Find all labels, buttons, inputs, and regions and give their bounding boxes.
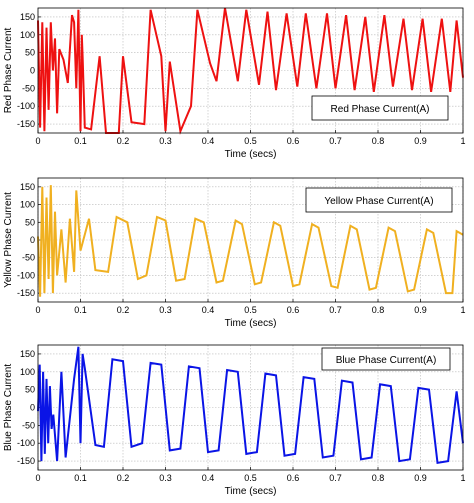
y-tick-label: 0 (30, 403, 35, 413)
x-axis-label: Time (secs) (225, 486, 277, 497)
x-tick-label: 0.9 (414, 473, 427, 483)
axes-frame (37, 344, 464, 471)
x-tick-label: 0.6 (287, 473, 300, 483)
panel-yellow-phase: 0 0.1 0.2 0.3 0.4 0.5 0.6 0.7 0.8 0.9 1 -150 -100 -50… (3, 177, 466, 329)
x-tick-label: 0.2 (117, 473, 130, 483)
panel-blue-phase: 0 0.1 0.2 0.3 0.4 0.5 0.6 0.7 0.8 0.9 1 -150 -100 -50… (3, 344, 466, 497)
y-tick-label: -150 (17, 119, 35, 129)
axes-frame (37, 7, 464, 134)
y-tick-label: -50 (22, 253, 35, 263)
legend-text: Red Phase Current(A) (331, 104, 430, 115)
y-axis-label: Yellow Phase Current (3, 192, 14, 288)
series-line (37, 7, 464, 135)
x-tick-label: 0.7 (329, 136, 342, 146)
y-tick-label: 0 (30, 66, 35, 76)
x-tick-label: 0 (35, 305, 40, 315)
x-tick-label: 0.1 (74, 473, 87, 483)
y-tick-label: 0 (30, 235, 35, 245)
y-tick-label: -50 (22, 83, 35, 93)
x-tick-label: 0.9 (414, 136, 427, 146)
x-tick-label: 0.5 (244, 136, 257, 146)
x-tick-label: 0.4 (202, 473, 215, 483)
x-tick-label: 0.9 (414, 305, 427, 315)
x-tick-label: 0.2 (117, 136, 130, 146)
x-tick-label: 0 (35, 473, 40, 483)
legend-text: Blue Phase Current(A) (336, 355, 437, 366)
legend-box (311, 95, 449, 121)
y-tick-label: -50 (22, 420, 35, 430)
x-tick-label: 1 (460, 473, 465, 483)
x-axis-label: Time (secs) (225, 318, 277, 329)
y-tick-label: -150 (17, 288, 35, 298)
axes-frame (37, 177, 464, 303)
x-tick-label: 0.4 (202, 136, 215, 146)
x-axis-label: Time (secs) (225, 149, 277, 160)
y-tick-label: 150 (20, 182, 35, 192)
y-tick-label: -100 (17, 101, 35, 111)
x-tick-label: 0.5 (244, 473, 257, 483)
x-tick-label: 0.8 (372, 136, 385, 146)
x-tick-label: 0.7 (329, 305, 342, 315)
x-tick-label: 0.5 (244, 305, 257, 315)
y-tick-label: -150 (17, 456, 35, 466)
y-tick-label: 150 (20, 349, 35, 359)
y-tick-label: -100 (17, 270, 35, 280)
y-tick-label: 100 (20, 30, 35, 40)
x-tick-label: 0.1 (74, 305, 87, 315)
x-tick-label: 0.8 (372, 305, 385, 315)
x-tick-label: 0.6 (287, 305, 300, 315)
x-tick-label: 1 (460, 305, 465, 315)
y-axis-label: Blue Phase Current (3, 364, 14, 451)
legend-box (321, 347, 451, 371)
x-tick-label: 0.3 (159, 305, 172, 315)
series-line (37, 346, 464, 465)
legend-box (305, 187, 453, 213)
panel-red-phase: 0 0.1 0.2 0.3 0.4 0.5 0.6 0.7 0.8 0.9 1 -150 -100 -50… (3, 7, 466, 160)
y-tick-label: 150 (20, 12, 35, 22)
y-tick-label: 50 (25, 217, 35, 227)
y-tick-label: -100 (17, 438, 35, 448)
y-tick-label: 50 (25, 48, 35, 58)
y-tick-label: 100 (20, 367, 35, 377)
x-tick-label: 0.6 (287, 136, 300, 146)
x-tick-label: 0.3 (159, 473, 172, 483)
y-tick-label: 50 (25, 385, 35, 395)
x-tick-label: 0.1 (74, 136, 87, 146)
x-tick-label: 0.3 (159, 136, 172, 146)
y-tick-label: 100 (20, 200, 35, 210)
x-tick-label: 0 (35, 136, 40, 146)
x-tick-label: 0.7 (329, 473, 342, 483)
x-tick-label: 0.2 (117, 305, 130, 315)
x-tick-label: 1 (460, 136, 465, 146)
series-line (37, 185, 464, 297)
x-tick-label: 0.4 (202, 305, 215, 315)
y-axis-label: Red Phase Current (3, 27, 14, 113)
legend-text: Yellow Phase Current(A) (324, 196, 433, 207)
x-tick-label: 0.8 (372, 473, 385, 483)
